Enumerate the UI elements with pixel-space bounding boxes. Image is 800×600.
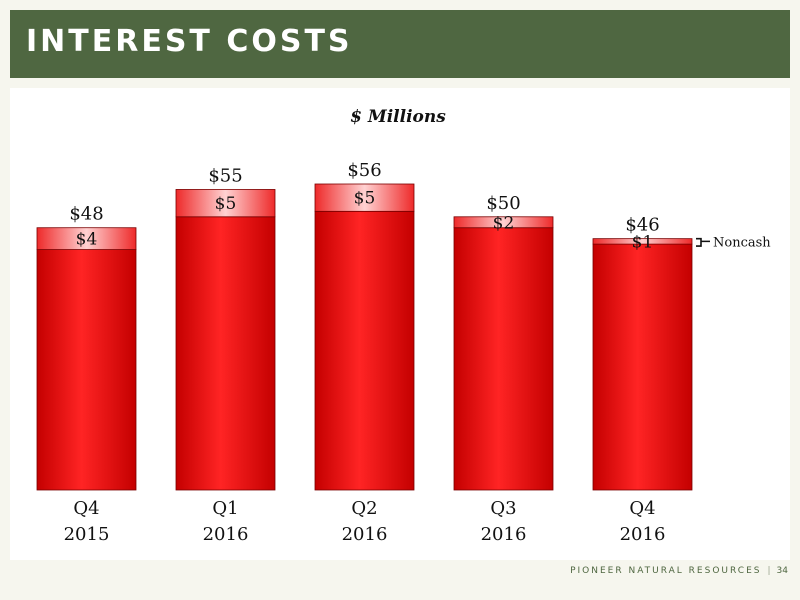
category-year-4: 2016 — [620, 524, 666, 545]
bar-cash-4 — [592, 243, 693, 491]
footer-separator: | — [767, 566, 771, 576]
footer: PIONEER NATURAL RESOURCES | 34 — [570, 566, 788, 576]
category-quarter-3: Q3 — [490, 498, 516, 519]
category-year-1: 2016 — [203, 524, 249, 545]
category-year-2: 2016 — [342, 524, 388, 545]
footer-company: PIONEER NATURAL RESOURCES — [570, 566, 762, 576]
total-label-0: $48 — [69, 204, 103, 225]
total-label-1: $55 — [208, 165, 242, 186]
category-quarter-1: Q1 — [212, 498, 238, 519]
category-quarter-2: Q2 — [351, 498, 377, 519]
noncash-label-3: $2 — [493, 213, 515, 233]
noncash-bracket-icon — [696, 237, 710, 247]
total-label-3: $50 — [486, 193, 520, 214]
noncash-label-2: $5 — [354, 189, 376, 209]
bar-cash-1 — [175, 216, 276, 491]
noncash-label-4: $1 — [632, 232, 654, 252]
bar-cash-3 — [453, 227, 554, 491]
bar-cash-2 — [314, 210, 415, 491]
bar-noncash-1 — [175, 189, 276, 218]
page-number: 34 — [776, 566, 788, 576]
title-bar: INTEREST COSTS — [10, 10, 790, 78]
category-quarter-4: Q4 — [629, 498, 655, 519]
bar-noncash-0 — [36, 227, 137, 250]
bar-cash-0 — [36, 249, 137, 491]
interest-costs-chart: $ Millions $4 $48 Q4 2015 $5 $55 Q1 2016 $5 $56 Q2… — [36, 107, 771, 545]
noncash-label-0: $4 — [76, 230, 98, 250]
category-year-0: 2015 — [64, 524, 110, 545]
total-label-2: $56 — [347, 160, 381, 181]
total-label-4: $46 — [625, 215, 659, 236]
noncash-label-1: $5 — [215, 194, 237, 214]
bar-noncash-3 — [453, 216, 554, 229]
category-quarter-0: Q4 — [73, 498, 99, 519]
chart-panel: $ Millions $4 $48 Q4 2015 $5 $55 Q1 2016 $5 $56 Q2… — [10, 88, 790, 560]
bar-noncash-4 — [592, 238, 693, 245]
legend-noncash: Noncash — [713, 235, 771, 250]
chart-title: $ Millions — [350, 107, 446, 127]
category-year-3: 2016 — [481, 524, 527, 545]
bar-noncash-2 — [314, 183, 415, 212]
slide-title: INTEREST COSTS — [26, 24, 353, 59]
